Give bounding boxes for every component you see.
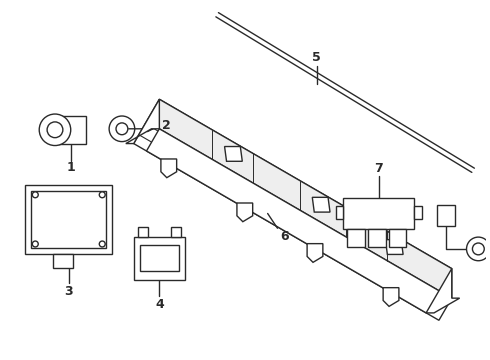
Bar [138, 227, 147, 237]
Circle shape [466, 237, 490, 261]
Circle shape [32, 192, 38, 198]
Bar [31, 191, 106, 248]
Bar [343, 198, 415, 229]
Text: 5: 5 [313, 51, 321, 64]
Circle shape [109, 116, 135, 141]
Circle shape [39, 114, 71, 145]
Bar [437, 204, 455, 226]
Bar [25, 185, 112, 254]
Circle shape [99, 192, 105, 198]
Text: 6: 6 [280, 230, 289, 243]
Polygon shape [159, 99, 452, 298]
Circle shape [116, 123, 128, 135]
Circle shape [99, 241, 105, 247]
Text: 2: 2 [162, 120, 171, 132]
Polygon shape [161, 159, 177, 178]
Bar [336, 206, 343, 219]
Bar [368, 229, 386, 247]
Bar [140, 245, 179, 271]
Text: 7: 7 [374, 162, 383, 175]
Bar [347, 229, 365, 247]
Bar [53, 254, 73, 267]
Polygon shape [147, 129, 452, 320]
Polygon shape [307, 244, 323, 262]
Polygon shape [383, 288, 399, 306]
Polygon shape [312, 197, 330, 212]
Circle shape [32, 241, 38, 247]
Text: 3: 3 [65, 285, 73, 298]
Text: 4: 4 [155, 298, 164, 311]
Polygon shape [134, 99, 452, 313]
Bar [171, 227, 181, 237]
Polygon shape [126, 99, 159, 144]
Text: 1: 1 [66, 161, 75, 174]
Circle shape [472, 243, 484, 255]
Polygon shape [224, 147, 242, 161]
Bar [134, 237, 185, 280]
Bar [389, 229, 407, 247]
Polygon shape [237, 203, 253, 222]
Polygon shape [386, 240, 403, 255]
Bar [55, 116, 86, 144]
Polygon shape [426, 269, 460, 313]
Bar [415, 206, 422, 219]
Circle shape [47, 122, 63, 138]
